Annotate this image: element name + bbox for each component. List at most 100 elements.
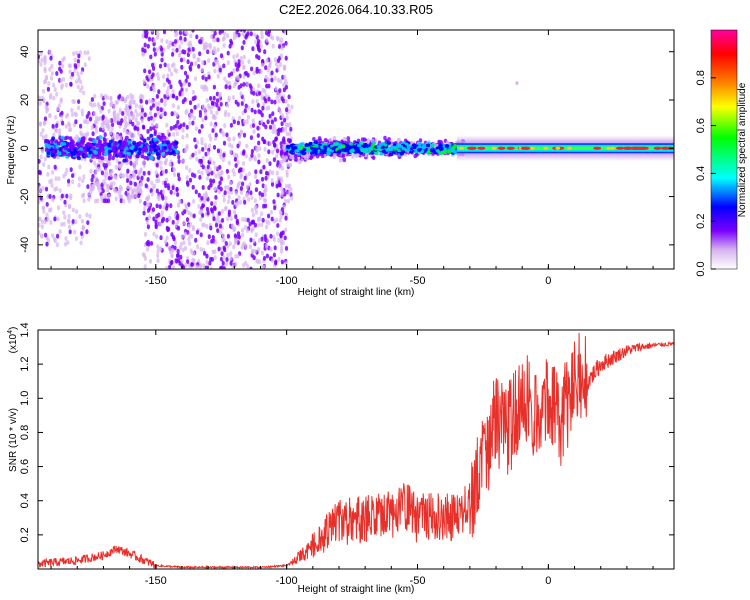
spectrogram-cell [265,38,269,43]
spectrogram-x-label: Height of straight line (km) [298,287,415,298]
spectrogram-cell [234,163,238,168]
spectrogram-cell [252,91,256,96]
spectrogram-cell [132,153,136,158]
spectrogram-cell [253,248,257,254]
spectrogram-cell [146,129,150,134]
spectrogram-cell [219,101,223,107]
spectrogram-cell [249,266,253,269]
spectrogram-cell [64,236,68,241]
spectrogram-cell [134,145,139,150]
spectrogram-cell [378,143,384,147]
spectrogram-cell [265,158,269,163]
spectrogram-cell [151,62,155,68]
spectrogram-cell [165,92,170,97]
spectrogram-cell [200,137,204,142]
spectrogram-cell [55,128,59,133]
spectrogram-cell [430,143,436,148]
spectrogram-cell [250,208,254,213]
spectrogram-cell [198,113,202,118]
spectrogram-cell [49,75,54,81]
snr-y-tick-label: 0.8 [19,425,31,440]
spectrogram-cell [397,137,401,143]
spectrogram-cell [107,156,112,161]
spectrogram-cell [104,146,109,151]
spectrogram-cell [157,159,161,164]
spectrogram-cell [257,237,261,243]
spectrogram-cell [132,140,137,145]
spectrogram-cell [270,119,274,125]
spectrogram-cell [82,192,86,198]
spectrogram-cell [39,154,43,160]
snr-y-tick-label: 0.2 [19,527,31,542]
spectrogram-cell [280,186,284,192]
spectrogram-cell [191,46,195,52]
spectrogram-cell [264,93,268,99]
spectrogram-cell [263,147,267,152]
spectrogram-cell [106,184,110,189]
spectrogram-cell [257,55,261,61]
spectrogram-cell [73,229,77,235]
spectrogram-cell [206,43,210,48]
snr-x-tick-label: 0 [545,575,551,587]
spectrogram-cell [47,144,52,149]
spectrogram-cell [55,186,59,192]
spectrogram-cell [86,184,90,190]
spectrogram-cell [73,63,78,68]
spectrogram-cell [171,185,175,191]
spectrogram-cell [279,127,283,133]
spectrogram-cell [128,117,132,122]
spectrogram-cell [158,135,163,140]
spectrogram-cell [71,173,75,179]
spectrogram-cell [56,233,60,239]
spectrogram-cell [140,136,144,141]
spectrogram-cell [141,252,145,257]
spectrogram-cell [209,266,213,269]
spectrogram-cell [239,200,243,205]
spectrogram-cell [70,112,75,117]
spectrogram-cell [147,116,151,122]
spectrogram-cell [196,244,200,250]
spectrogram-cell [258,191,262,196]
spectrogram-cell [116,117,120,122]
spectrogram-cell [156,76,161,81]
spectrogram-cell [135,154,140,159]
spectrogram-cell [160,210,164,216]
spectrogram-cell [194,237,198,243]
spectrogram-cell [285,131,289,137]
spectrogram-cell [241,168,245,173]
spectrogram-cell [254,39,258,45]
spectrogram-cell [218,91,222,97]
spectrogram-cell [155,188,159,194]
spectrogram-cell [89,187,93,192]
spectrogram-cell [223,112,227,118]
spectrogram-cell [262,203,266,209]
spectrogram-cell [115,158,119,164]
spectrogram-cell [259,169,263,175]
spectrogram-cell [193,105,197,110]
spectrogram-cell [152,117,156,123]
spectrogram-cell [41,135,45,141]
spectrogram-cell [262,122,266,127]
spectrogram-cell [273,245,277,251]
spectrogram-cell [225,80,229,85]
spectrogram-cell [186,182,190,187]
spectrogram-cell [51,233,55,239]
spectrogram-cell [183,37,187,42]
spectrogram-cell [150,180,154,186]
spectrogram-cell [162,82,166,88]
spectrogram-cell [60,135,65,140]
spectrogram-cell [212,178,216,184]
spectrogram-cell [77,182,81,188]
spectrogram-cell [176,202,180,208]
spectrogram-cell [227,95,231,101]
spectrogram-cell [176,192,180,197]
spectrogram-cell [260,176,265,182]
spectrogram-cell [283,126,287,132]
spectrogram-cell [219,53,224,59]
spectrogram-cell [50,183,54,188]
spectrogram-cell [227,189,231,195]
spectrogram-cell [185,175,189,180]
spectrogram-cell [281,165,285,171]
spectrogram-cell [53,236,57,242]
spectrogram-cell [287,108,291,114]
